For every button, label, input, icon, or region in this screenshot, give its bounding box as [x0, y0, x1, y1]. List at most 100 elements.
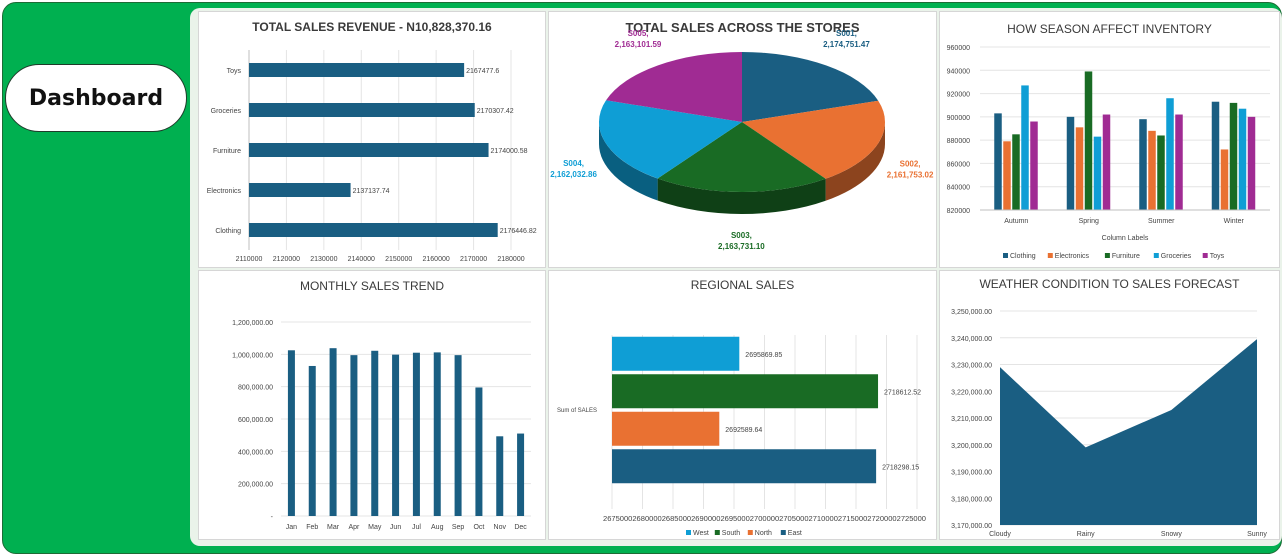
- x-tick-label: Spring: [1079, 218, 1099, 225]
- pie-slice: [742, 52, 879, 122]
- legend-swatch: [1104, 253, 1110, 258]
- pie-slice-side: [657, 178, 826, 214]
- x-tick-label: Jul: [412, 524, 421, 531]
- y-tick-label: Electronics: [207, 188, 242, 195]
- bar: [371, 350, 379, 516]
- bar: [1066, 116, 1075, 210]
- data-label: 2718298.15: [882, 464, 919, 471]
- bar: [1075, 127, 1084, 210]
- legend-label: West: [693, 530, 709, 537]
- bar: [612, 374, 879, 409]
- bar: [612, 411, 720, 446]
- x-tick-label: May: [368, 524, 382, 531]
- x-tick-label: Sep: [452, 524, 465, 531]
- slice-label-name: S002,: [900, 160, 921, 169]
- season-chart: 820000 840000 860000 880000 900000 920000 9400…: [947, 45, 1270, 260]
- stores-chart-title: TOTAL SALES ACROSS THE STORES: [625, 20, 860, 35]
- legend-label: East: [788, 530, 802, 537]
- x-tick-label: 2130000: [310, 256, 337, 263]
- y-tick-label: 3,200,000.00: [951, 443, 992, 450]
- x-tick-label: Mar: [327, 524, 340, 531]
- legend-swatch: [1047, 253, 1053, 258]
- data-label: 2137137.74: [353, 188, 390, 195]
- bar: [1084, 71, 1093, 210]
- y-tick-label: 900000: [947, 115, 970, 122]
- legend-swatch: [747, 530, 753, 535]
- legend-label: Furniture: [1112, 253, 1140, 260]
- x-tick-label: 2180000: [497, 256, 524, 263]
- x-tick-labels: 2675000268000026850002690000269500027000…: [603, 516, 926, 523]
- y-tick-label: 3,230,000.00: [951, 363, 992, 370]
- x-tick-label: Nov: [494, 524, 507, 531]
- y-tick-label: Furniture: [213, 148, 241, 155]
- weather-chart-title: WEATHER CONDITION TO SALES FORECAST: [979, 277, 1240, 291]
- bar: [475, 387, 483, 516]
- y-tick-label: 800,000.00: [238, 385, 273, 392]
- bar: [1102, 114, 1111, 210]
- x-tick-label: Autumn: [1004, 218, 1028, 225]
- y-tick-label: 3,220,000.00: [951, 389, 992, 396]
- x-tick-label: Rainy: [1077, 531, 1095, 538]
- legend-label: Clothing: [1010, 253, 1036, 260]
- y-tick-label: 940000: [947, 68, 970, 75]
- x-tick-label: 2160000: [423, 256, 450, 263]
- bar: [249, 103, 475, 117]
- bar: [1238, 108, 1247, 210]
- bar: [1093, 136, 1102, 210]
- slice-label-name: S003,: [731, 231, 752, 240]
- bar: [496, 436, 504, 516]
- category-chart-title: TOTAL SALES REVENUE - N10,828,370.16: [252, 20, 492, 34]
- legend-label: Toys: [1210, 253, 1225, 260]
- y-tick-label: Groceries: [211, 108, 242, 115]
- pie-slice: [599, 100, 742, 179]
- y-tick-label: 400,000.00: [238, 449, 273, 456]
- y-tick-label: 860000: [947, 161, 970, 168]
- slice-label-value: 2,163,101.59: [615, 40, 662, 49]
- x-tick-label: Jun: [390, 524, 401, 531]
- monthly-chart-title: MONTHLY SALES TREND: [299, 279, 445, 293]
- y-tick-label: 1,000,000.00: [232, 352, 273, 359]
- y-tick-label: 3,210,000.00: [951, 416, 992, 423]
- regional-chart-title: REGIONAL SALES: [690, 278, 795, 292]
- bar: [517, 433, 525, 516]
- slice-label-name: S005,: [628, 29, 649, 38]
- bar: [433, 352, 441, 516]
- slice-label-value: 2,161,753.02: [887, 171, 934, 180]
- bar: [1003, 141, 1011, 210]
- y-tick-label: 3,180,000.00: [951, 496, 992, 503]
- area-series: [1000, 339, 1257, 525]
- x-tick-label: Apr: [348, 524, 360, 531]
- dashboard-button[interactable]: Dashboard: [5, 64, 187, 132]
- bar: [249, 63, 465, 77]
- legend-swatch: [780, 530, 786, 535]
- legend-swatch: [1003, 253, 1008, 258]
- x-tick-label: Aug: [431, 524, 444, 531]
- x-tick-label: Sunny: [1247, 531, 1267, 538]
- bar: [1030, 121, 1038, 210]
- x-axis-title: Column Labels: [1102, 235, 1149, 242]
- legend-swatch: [1153, 253, 1159, 258]
- monthly-trend-panel: MONTHLY SALES TREND - 200,000.00 400,000.0…: [198, 270, 546, 540]
- bar: [412, 352, 420, 516]
- regional-chart: 2675000268000026850002690000269500027000…: [557, 335, 926, 537]
- x-tick-label: Oct: [473, 524, 484, 531]
- y-tick-label: 3,170,000.00: [951, 523, 992, 530]
- bar: [612, 449, 877, 484]
- x-tick-label: Cloudy: [989, 531, 1011, 538]
- category-chart: 2110000 2120000 2130000 2140000 2150000 21600…: [207, 50, 537, 263]
- regional-sales-panel: REGIONAL SALES 2675000268000026850002690…: [548, 270, 937, 540]
- bar: [1148, 130, 1156, 210]
- legend-swatch: [1202, 253, 1208, 258]
- bar: [1157, 135, 1165, 210]
- y-tick-label: 3,190,000.00: [951, 470, 992, 477]
- x-tick-label: 2140000: [348, 256, 375, 263]
- bar: [350, 355, 358, 516]
- data-label: 2170307.42: [477, 108, 514, 115]
- bar: [1211, 101, 1220, 210]
- bar: [1012, 134, 1020, 210]
- y-tick-label: 880000: [947, 138, 970, 145]
- bar: [249, 183, 351, 197]
- bar: [249, 223, 498, 237]
- slice-label-name: S001,: [836, 29, 857, 38]
- legend-swatch: [686, 530, 691, 535]
